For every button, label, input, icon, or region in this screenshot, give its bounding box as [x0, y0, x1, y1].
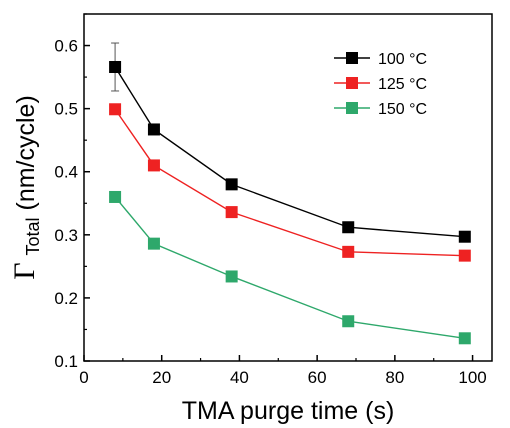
- x-tick-label: 40: [230, 368, 249, 387]
- y-axis-title: Γ Total (nm/cycle): [8, 95, 45, 280]
- data-point: [225, 270, 238, 283]
- series-3: [109, 190, 471, 345]
- series-line: [114, 196, 465, 339]
- x-tick-label: 20: [152, 368, 171, 387]
- data-point: [147, 123, 160, 136]
- legend-label: 150 °C: [378, 101, 427, 118]
- data-point: [342, 245, 355, 258]
- legend-label: 125 °C: [378, 76, 427, 93]
- data-point: [458, 249, 471, 262]
- x-tick-label: 80: [385, 368, 404, 387]
- data-point: [342, 315, 355, 328]
- plot-frame: [83, 13, 493, 362]
- data-point: [458, 230, 471, 243]
- x-axis-title: TMA purge time (s): [182, 397, 395, 425]
- data-point: [147, 159, 160, 172]
- y-tick-label: 0.6: [54, 37, 78, 56]
- series-line: [114, 108, 465, 257]
- data-point: [109, 103, 122, 116]
- series-1: [109, 42, 471, 243]
- x-tick-label: 0: [79, 368, 88, 387]
- legend-item: 150 °C: [334, 101, 427, 118]
- y-axis-title-text: (nm/cycle): [12, 95, 40, 210]
- data-point: [458, 332, 471, 345]
- legend: 100 °C 125 °C 150 °C: [334, 51, 427, 118]
- legend-item: 100 °C: [334, 51, 427, 68]
- y-axis-title-symbol: Γ: [8, 262, 41, 279]
- series-2: [109, 103, 471, 262]
- y-tick-label: 0.2: [54, 289, 78, 308]
- y-tick-label: 0.4: [54, 163, 78, 182]
- x-tick-label: 60: [308, 368, 327, 387]
- y-tick-label: 0.3: [54, 226, 78, 245]
- data-point: [109, 190, 122, 203]
- legend-marker: [346, 77, 358, 89]
- legend-marker: [346, 52, 358, 64]
- data-point: [225, 206, 238, 219]
- y-axis-title-subscript: Total: [23, 217, 43, 255]
- x-tick-label: 100: [458, 368, 486, 387]
- data-point: [342, 221, 355, 234]
- data-point: [225, 178, 238, 191]
- y-tick-label: 0.5: [54, 100, 78, 119]
- data-point: [147, 237, 160, 250]
- legend-label: 100 °C: [378, 51, 427, 68]
- legend-item: 125 °C: [334, 76, 427, 93]
- legend-marker: [346, 102, 358, 114]
- y-tick-label: 0.1: [54, 352, 78, 371]
- data-point: [109, 60, 122, 73]
